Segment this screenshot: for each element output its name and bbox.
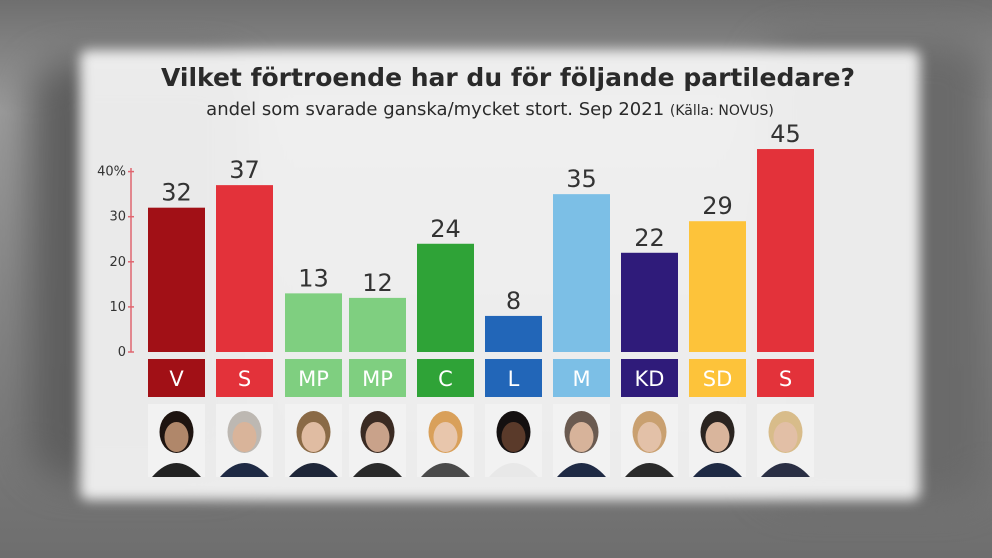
leader-body xyxy=(761,463,810,477)
y-tick-label: 0 xyxy=(118,345,126,360)
leader-body xyxy=(289,463,338,477)
bar-value-label: 13 xyxy=(298,264,329,292)
bar xyxy=(485,315,542,352)
party-label: KD xyxy=(635,367,665,391)
party-label: S xyxy=(779,367,792,391)
leader-body xyxy=(152,463,201,477)
chart-subtitle: andel som svarade ganska/mycket stort. S… xyxy=(0,99,986,120)
leader-face xyxy=(501,422,526,452)
subtitle-text: andel som svarade ganska/mycket stort. S… xyxy=(206,99,665,120)
party-badge xyxy=(485,359,542,397)
leader-face xyxy=(773,422,798,452)
party-badge xyxy=(148,359,205,397)
leader-face xyxy=(705,422,730,452)
party-label: V xyxy=(169,367,184,391)
party-label: C xyxy=(438,367,453,391)
bar xyxy=(417,243,474,352)
leader-face xyxy=(164,422,189,452)
leader-body xyxy=(625,463,674,477)
y-tick-label: 30 xyxy=(109,210,126,225)
party-label: MP xyxy=(298,367,329,391)
party-badge xyxy=(689,359,746,397)
bar xyxy=(216,185,273,352)
bar-value-label: 35 xyxy=(566,165,597,193)
bar xyxy=(757,149,814,352)
party-label: M xyxy=(572,367,590,391)
leader-body xyxy=(353,463,402,477)
bar xyxy=(285,293,342,352)
leader-body xyxy=(421,463,470,477)
party-label: S xyxy=(238,367,251,391)
party-label: MP xyxy=(362,367,393,391)
y-tick-label: 10 xyxy=(109,300,126,315)
party-badge xyxy=(757,359,814,397)
bar xyxy=(621,252,678,352)
leader-face xyxy=(637,422,662,452)
leader-body xyxy=(489,463,538,477)
bar-value-label: 37 xyxy=(229,156,260,184)
leader-face xyxy=(232,422,257,452)
chart-title: Vilket förtroende har du för följande pa… xyxy=(160,63,856,92)
bar xyxy=(553,194,610,352)
bar xyxy=(349,297,406,352)
leader-face xyxy=(569,422,594,452)
leader-face xyxy=(365,422,390,452)
leader-body xyxy=(693,463,742,477)
party-badge xyxy=(216,359,273,397)
leader-face xyxy=(301,422,326,452)
y-tick-label: 20 xyxy=(109,255,126,270)
bar-value-label: 29 xyxy=(702,192,733,220)
bar xyxy=(689,221,746,352)
bar-value-label: 8 xyxy=(506,287,521,315)
bar xyxy=(148,207,205,352)
y-tick-label: 40% xyxy=(97,165,126,180)
leader-body xyxy=(220,463,269,477)
party-badge xyxy=(417,359,474,397)
party-badge xyxy=(285,359,342,397)
party-badge xyxy=(349,359,406,397)
party-badge xyxy=(553,359,610,397)
bar-value-label: 45 xyxy=(770,120,801,148)
bar-value-label: 24 xyxy=(430,215,461,243)
bar-value-label: 32 xyxy=(161,179,192,207)
bar-value-label: 22 xyxy=(634,224,665,252)
leader-body xyxy=(557,463,606,477)
party-label: L xyxy=(508,367,520,391)
party-badge xyxy=(621,359,678,397)
bar-value-label: 12 xyxy=(362,269,393,297)
source-note: (Källa: NOVUS) xyxy=(669,103,774,119)
party-label: SD xyxy=(703,367,733,391)
leader-face xyxy=(433,422,458,452)
